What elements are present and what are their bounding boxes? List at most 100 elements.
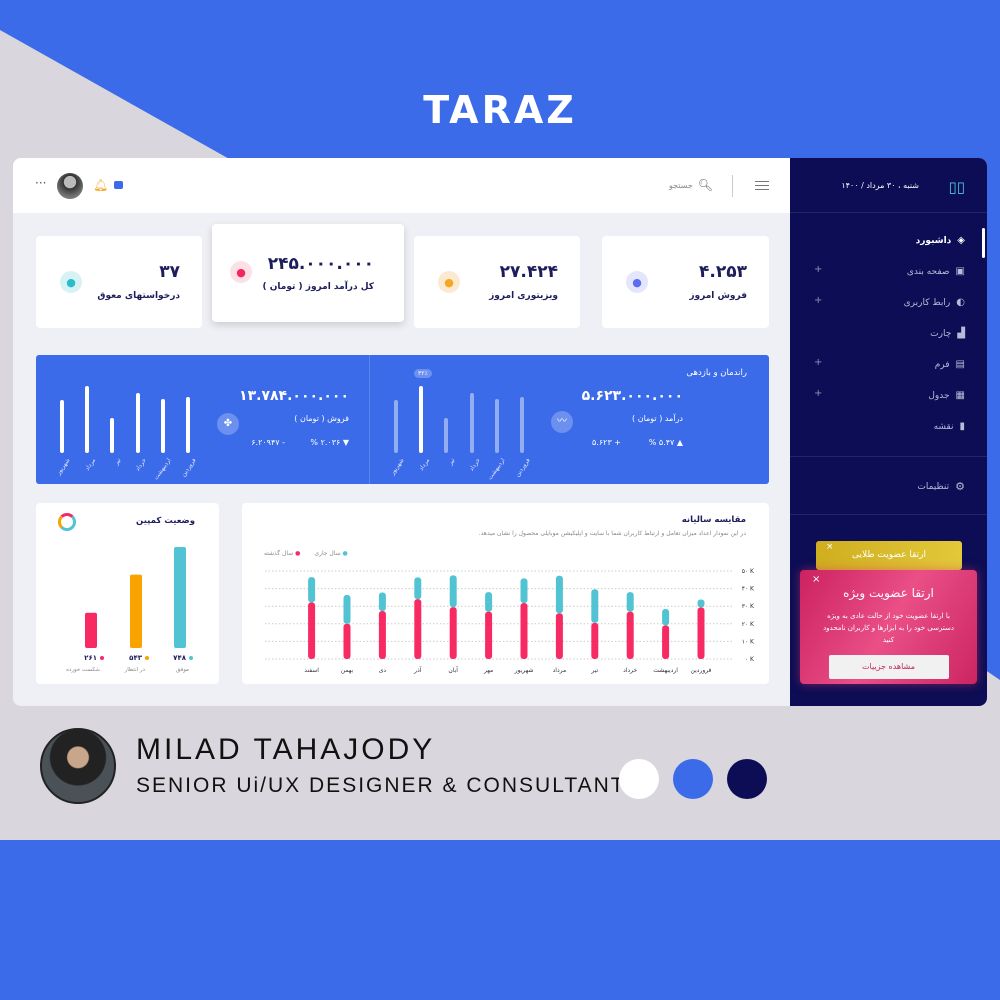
yearly-chart: ۰ K ۱۰ K ۲۰ K ۳۰ K ۴۰ K ۵۰ K فروردین اردیبهشت خر… bbox=[265, 568, 755, 674]
sidebar-item[interactable]: ◐ رابط کاربری bbox=[904, 297, 965, 308]
mini-bar bbox=[85, 386, 90, 453]
sales-change-pct: ▼ ۲.۰۳۶ % bbox=[310, 438, 349, 447]
banner-title: راندمان و بازدهی bbox=[686, 368, 747, 378]
campaign-chart: ۷۴۸ موفق ۵۴۳ در انتظار ۲۶۱ شکست خورده bbox=[66, 547, 193, 673]
bar-segment bbox=[378, 610, 386, 659]
dashboard-window: ··· 🔔︎ 🔍︎ جستجو ۴.۲۵۳ فروش امروز ● ۲۷.۴۲۴… bbox=[13, 158, 987, 706]
bar-segment bbox=[485, 592, 493, 612]
bar-segment bbox=[343, 594, 351, 624]
chat-icon[interactable] bbox=[114, 181, 123, 189]
bar-segment bbox=[414, 599, 422, 659]
bar-segment bbox=[697, 607, 705, 659]
mini-bar-label: خرداد bbox=[467, 457, 482, 473]
sales-value: ۱۳.۷۸۴.۰۰۰.۰۰۰ bbox=[239, 388, 349, 404]
sidebar-item[interactable]: ▟ چارت bbox=[930, 328, 965, 339]
bar-segment bbox=[308, 577, 316, 603]
close-icon[interactable]: × bbox=[812, 574, 821, 585]
search-input[interactable]: 🔍︎ جستجو bbox=[653, 178, 713, 192]
sidebar-item-label: چارت bbox=[930, 328, 952, 339]
x-tick-label: اردیبهشت bbox=[653, 667, 678, 674]
stat-label: فروش امروز bbox=[689, 291, 747, 301]
divider bbox=[790, 212, 987, 213]
yearly-comparison-card: مقایسه سالیانه در این نمودار اعداد میزان… bbox=[242, 503, 769, 684]
stat-value: ۴.۲۵۳ bbox=[699, 262, 747, 282]
bar-segment bbox=[520, 603, 528, 659]
basket-icon: ● bbox=[626, 271, 648, 293]
campaign-label: شکست خورده bbox=[66, 666, 100, 673]
user-avatar[interactable] bbox=[57, 173, 83, 199]
mini-bar bbox=[135, 392, 140, 453]
mini-bar bbox=[444, 418, 449, 453]
sidebar-item-label: داشبورد bbox=[915, 235, 952, 246]
sidebar-item[interactable]: ▮ نقشه bbox=[934, 421, 965, 432]
sidebar-item[interactable]: ▣ صفحه بندی bbox=[907, 266, 965, 277]
hamburger-menu-icon[interactable] bbox=[755, 181, 769, 190]
sidebar-item-label: رابط کاربری bbox=[903, 297, 951, 308]
campaign-dot bbox=[145, 656, 149, 660]
bar-segment bbox=[449, 607, 457, 659]
revenue-change-pct-text: ۵.۴۷ % bbox=[648, 438, 675, 447]
campaign-label: در انتظار bbox=[124, 667, 146, 673]
campaign-bar bbox=[130, 574, 142, 648]
bar-segment bbox=[414, 577, 422, 600]
campaign-value: ۷۴۸ bbox=[173, 654, 187, 662]
brand-title: TARAZ bbox=[423, 88, 577, 132]
mini-bar-label: شهریور bbox=[55, 457, 72, 477]
divider bbox=[790, 514, 987, 515]
chart-legend: ● سال جاری ● سال گذشته bbox=[264, 550, 348, 557]
x-tick-label: مهر bbox=[483, 667, 493, 674]
more-menu-icon[interactable]: ··· bbox=[35, 176, 47, 190]
mini-bar bbox=[160, 398, 165, 453]
mini-bar-label: اردیبهشت bbox=[152, 457, 173, 482]
campaign-bar bbox=[174, 547, 186, 648]
mini-bar bbox=[186, 396, 190, 453]
sidebar-item[interactable]: ◈ داشبورد bbox=[916, 235, 965, 246]
sidebar-item[interactable]: ▤ فرم bbox=[935, 359, 965, 370]
legend-label: سال جاری bbox=[314, 550, 341, 557]
sidebar-item-settings[interactable]: ⚙ تنظیمات bbox=[917, 480, 965, 493]
sales-label: فروش ( تومان ) bbox=[294, 414, 349, 423]
search-placeholder: جستجو bbox=[668, 180, 693, 190]
revenue-value: ۵.۶۲۳.۰۰۰.۰۰۰ bbox=[581, 388, 683, 404]
y-tick-label: ۰ K bbox=[745, 656, 755, 663]
view-details-button[interactable]: مشاهده جزییات bbox=[828, 655, 949, 679]
divider bbox=[790, 456, 987, 457]
bar-segment bbox=[308, 602, 316, 659]
divider bbox=[732, 175, 733, 197]
expand-icon[interactable]: + bbox=[814, 264, 823, 275]
expand-icon[interactable]: + bbox=[814, 388, 823, 399]
timer-icon: ● bbox=[60, 271, 82, 293]
stat-label: درخواستهای معوق bbox=[97, 291, 180, 301]
mini-bar bbox=[110, 418, 115, 453]
palette-swatch-blue bbox=[673, 759, 713, 799]
bar-segment bbox=[662, 625, 670, 659]
mini-bar-label: تیر bbox=[112, 457, 123, 467]
close-icon[interactable]: × bbox=[826, 542, 834, 552]
x-tick-label: تیر bbox=[590, 667, 598, 674]
mini-bar-label: فروردین bbox=[514, 457, 532, 479]
y-tick-label: ۵۰ K bbox=[742, 568, 755, 575]
legend-previous: ● سال گذشته bbox=[264, 550, 301, 557]
sidebar-item-label: تنظیمات bbox=[917, 481, 950, 492]
expand-icon[interactable]: + bbox=[814, 295, 823, 306]
mini-bar bbox=[469, 392, 474, 453]
sidebar-item[interactable]: ▦ جدول bbox=[928, 390, 965, 401]
layers-icon: ◈ bbox=[957, 235, 965, 246]
gold-membership-card[interactable]: × ارتقا عضویت طلایی bbox=[816, 541, 962, 570]
stat-card: ۳۷ درخواستهای معوق ● bbox=[36, 236, 202, 328]
mini-bar bbox=[419, 386, 424, 453]
mini-bar bbox=[494, 398, 499, 453]
palette-swatch-white bbox=[619, 759, 659, 799]
active-indicator bbox=[982, 228, 985, 258]
revenue-label: درآمد ( تومان ) bbox=[632, 414, 683, 423]
expand-icon[interactable]: + bbox=[814, 357, 823, 368]
bar-segment bbox=[555, 575, 563, 614]
sidebar-item-label: جدول bbox=[928, 390, 950, 401]
x-tick-label: آذر bbox=[413, 665, 422, 674]
bell-icon[interactable]: 🔔︎ bbox=[93, 178, 109, 192]
mini-bar-label: اردیبهشت bbox=[486, 457, 507, 482]
donut-icon bbox=[58, 513, 76, 531]
chart-icon: ▟ bbox=[957, 328, 965, 339]
x-tick-label: فروردین bbox=[691, 667, 712, 674]
mini-bar-label: شهریور bbox=[389, 457, 406, 477]
